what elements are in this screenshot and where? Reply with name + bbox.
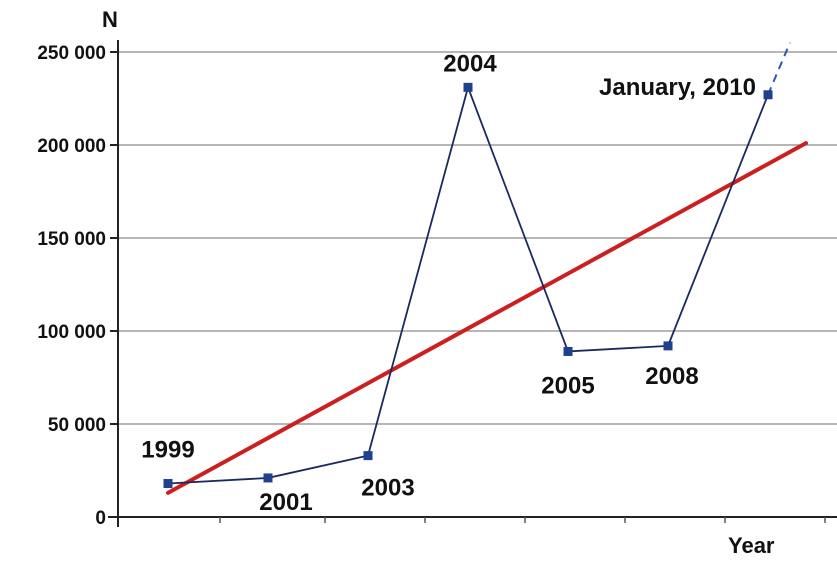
gridlines [118, 51, 837, 425]
y-tick-label: 50 000 [48, 415, 106, 436]
y-tick-label: 250 000 [37, 43, 106, 64]
data-point-label: 2001 [259, 489, 312, 516]
data-point-marker [263, 473, 273, 483]
y-tick-labels: 0 50 000 100 000 150 000 200 000 250 000 [37, 43, 118, 529]
y-tick-label: 100 000 [37, 322, 106, 343]
data-point-label: 1999 [141, 437, 194, 464]
trendline [166, 141, 808, 495]
data-point-label: 2004 [443, 50, 497, 77]
data-point-label: January, 2010 [599, 74, 756, 101]
y-tick-label: 150 000 [37, 229, 106, 250]
data-point-label: 2008 [645, 363, 698, 390]
data-point-label: 2005 [541, 372, 594, 399]
data-point-marker [463, 82, 473, 92]
series-layer [163, 42, 791, 489]
point-labels: 1999 2001 2003 2004 2005 2008 January, 2010 [141, 50, 756, 516]
y-tick-label: 0 [95, 508, 106, 529]
data-point-marker [663, 341, 673, 351]
y-axis-label: N [102, 7, 118, 32]
data-point-marker [563, 346, 573, 356]
axes: N Year [102, 7, 837, 558]
trendline-layer [166, 141, 808, 495]
data-point-label: 2003 [361, 475, 414, 502]
x-axis-label: Year [728, 533, 775, 558]
series-extrapolation-line [767, 42, 791, 96]
data-point-marker [163, 479, 173, 489]
y-tick-label: 200 000 [37, 136, 106, 157]
data-point-marker [363, 451, 373, 461]
data-point-marker [763, 90, 773, 100]
